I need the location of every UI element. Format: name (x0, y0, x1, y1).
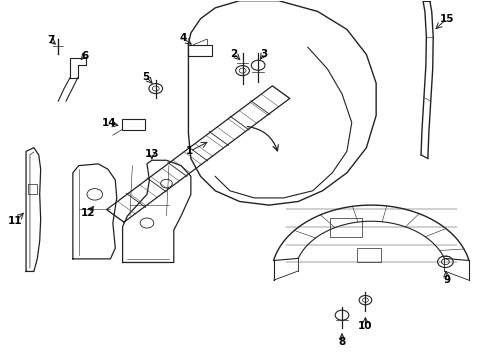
Text: 2: 2 (230, 49, 237, 59)
Text: 4: 4 (180, 33, 187, 43)
Bar (122, 119, 145, 130)
Text: 6: 6 (81, 50, 88, 60)
Text: 15: 15 (439, 14, 453, 24)
Text: 11: 11 (8, 216, 22, 226)
Text: 13: 13 (144, 149, 159, 159)
Text: 12: 12 (81, 208, 96, 218)
Text: 7: 7 (47, 35, 55, 45)
Text: 3: 3 (260, 49, 267, 59)
Text: 9: 9 (443, 275, 449, 285)
Text: 14: 14 (102, 118, 116, 128)
Text: 5: 5 (142, 72, 149, 82)
Text: 8: 8 (338, 337, 345, 347)
Bar (356, 248, 380, 262)
Bar (188, 45, 211, 56)
Bar (28, 184, 37, 194)
Bar (329, 218, 361, 237)
Text: 1: 1 (186, 146, 193, 156)
Text: 10: 10 (357, 321, 372, 331)
